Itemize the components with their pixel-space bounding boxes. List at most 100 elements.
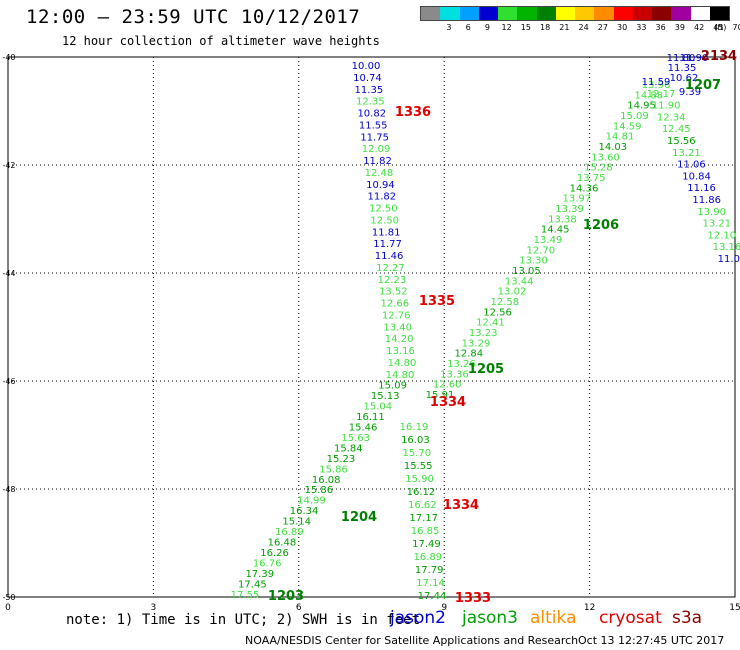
swh-value-label: 17.79 bbox=[415, 565, 444, 576]
legend-item-cryosat: cryosat bbox=[599, 608, 662, 628]
swh-value-label: 13.52 bbox=[379, 287, 408, 298]
swh-value-label: 15.04 bbox=[364, 401, 393, 412]
colorbar-label: 45 bbox=[713, 23, 724, 32]
swh-value-label: 11.90 bbox=[652, 101, 681, 112]
swh-value-label: 15.23 bbox=[327, 454, 356, 465]
swh-value-label: 11.03 bbox=[718, 254, 740, 265]
colorbar-swatch bbox=[421, 7, 441, 20]
swh-value-label: 14.59 bbox=[613, 121, 642, 132]
swh-value-label: 15.09 bbox=[620, 111, 649, 122]
colorbar bbox=[420, 6, 730, 21]
legend-item-altika: altika bbox=[530, 608, 577, 628]
swh-value-label: 14.81 bbox=[606, 132, 635, 143]
swh-value-label: 14.88 bbox=[634, 90, 663, 101]
colorbar-label: 33 bbox=[636, 23, 647, 32]
colorbar-swatch bbox=[613, 7, 633, 20]
swh-value-label: 13.75 bbox=[577, 173, 606, 184]
swh-value-label: 13.05 bbox=[512, 266, 541, 277]
x-tick-label: 12 bbox=[584, 603, 595, 613]
colorbar-swatch bbox=[632, 7, 652, 20]
swh-value-label: 11.46 bbox=[375, 251, 404, 262]
swh-value-label: 12.60 bbox=[433, 380, 462, 391]
swh-value-label: 9.39 bbox=[679, 87, 701, 98]
swh-value-label: 12.41 bbox=[476, 318, 505, 329]
swh-value-label: 15.28 bbox=[584, 163, 613, 174]
swh-value-label: 15.14 bbox=[282, 517, 311, 528]
swh-value-label: 10.82 bbox=[357, 109, 386, 120]
swh-value-label: 14.95 bbox=[627, 101, 656, 112]
swh-value-label: 13.16 bbox=[386, 346, 415, 357]
colorbar-swatch bbox=[690, 7, 710, 20]
swh-value-label: 13.97 bbox=[562, 194, 591, 205]
colorbar-swatch bbox=[459, 7, 479, 20]
swh-value-label: 11.16 bbox=[687, 183, 716, 194]
swh-value-label: 12.10 bbox=[708, 230, 737, 241]
swh-value-label: 16.26 bbox=[260, 548, 289, 559]
colorbar-label: 12 bbox=[501, 23, 512, 32]
swh-value-label: 16.89 bbox=[414, 552, 443, 563]
swh-value-label: 15.46 bbox=[349, 422, 378, 433]
legend-item-jason3: jason3 bbox=[462, 608, 518, 628]
colorbar-label: 70 bbox=[732, 23, 740, 32]
swh-value-label: 11.82 bbox=[363, 156, 392, 167]
credit-text: NOAA/NESDIS Center for Satellite Applica… bbox=[245, 634, 579, 647]
colorbar-unit: (ft) bbox=[714, 23, 727, 32]
pass-time-label: 1203 bbox=[268, 589, 304, 604]
swh-value-label: 12.56 bbox=[483, 307, 512, 318]
map-frame bbox=[7, 56, 736, 598]
swh-value-label: 16.85 bbox=[411, 526, 440, 537]
swh-value-label: 12.48 bbox=[365, 168, 394, 179]
colorbar-swatch bbox=[671, 7, 691, 20]
pass-time-label: 1207 bbox=[685, 78, 721, 93]
colorbar-swatch bbox=[709, 7, 729, 20]
swh-value-label: 11.80 bbox=[667, 53, 696, 64]
swh-value-label: 14.99 bbox=[297, 496, 326, 507]
pass-time-label: 1334 bbox=[430, 395, 466, 410]
swh-value-label: 16.03 bbox=[401, 435, 430, 446]
y-tick-label: -48 bbox=[2, 485, 15, 494]
swh-value-label: 14.45 bbox=[541, 225, 570, 236]
colorbar-swatch bbox=[478, 7, 498, 20]
swh-value-label: 13.38 bbox=[548, 214, 577, 225]
swh-value-label: 14.03 bbox=[598, 142, 627, 153]
swh-value-label: 12.17 bbox=[647, 89, 676, 100]
pass-time-label: 1333 bbox=[455, 591, 491, 606]
swh-value-label: 11.55 bbox=[359, 120, 388, 131]
swh-value-label: 12.84 bbox=[454, 349, 483, 360]
swh-value-label: 16.89 bbox=[275, 527, 304, 538]
colorbar-label: 36 bbox=[655, 23, 666, 32]
swh-value-label: 15.70 bbox=[402, 448, 431, 459]
swh-value-label: 13.16 bbox=[713, 242, 740, 253]
colorbar-label: 15 bbox=[520, 23, 531, 32]
x-tick-label: 9 bbox=[441, 603, 447, 613]
swh-value-label: 10.00 bbox=[352, 61, 381, 72]
pass-time-label: 1336 bbox=[395, 105, 431, 120]
colorbar-label: 21 bbox=[559, 23, 570, 32]
swh-value-label: 13.29 bbox=[462, 338, 491, 349]
swh-value-label: 12.70 bbox=[526, 245, 555, 256]
colorbar-label: 27 bbox=[597, 23, 608, 32]
swh-value-label: 15.55 bbox=[404, 461, 433, 472]
swh-value-label: 15.09 bbox=[378, 380, 407, 391]
swh-value-label: 12.76 bbox=[382, 310, 411, 321]
swh-value-label: 13.02 bbox=[498, 287, 527, 298]
swh-value-label: 13.21 bbox=[672, 148, 701, 159]
colorbar-label: 39 bbox=[674, 23, 685, 32]
swh-value-label: 11.35 bbox=[668, 63, 697, 74]
colorbar-swatch bbox=[575, 7, 595, 20]
colorbar-swatch bbox=[517, 7, 537, 20]
swh-value-label: 17.49 bbox=[412, 539, 441, 550]
swh-value-label: 16.76 bbox=[253, 559, 282, 570]
swh-value-label: 13.44 bbox=[505, 276, 534, 287]
y-tick-label: -42 bbox=[2, 161, 15, 170]
legend-item-s3a: s3a bbox=[672, 608, 703, 628]
swh-value-label: 10.62 bbox=[670, 73, 699, 84]
y-tick-label: -40 bbox=[2, 53, 15, 62]
swh-value-label: 17.55 bbox=[231, 590, 260, 601]
swh-value-label: 12.58 bbox=[490, 297, 519, 308]
swh-value-label: 16.08 bbox=[312, 475, 341, 486]
swh-value-label: 12.09 bbox=[362, 144, 391, 155]
x-tick-label: 0 bbox=[5, 603, 11, 613]
colorbar-label: 30 bbox=[617, 23, 628, 32]
